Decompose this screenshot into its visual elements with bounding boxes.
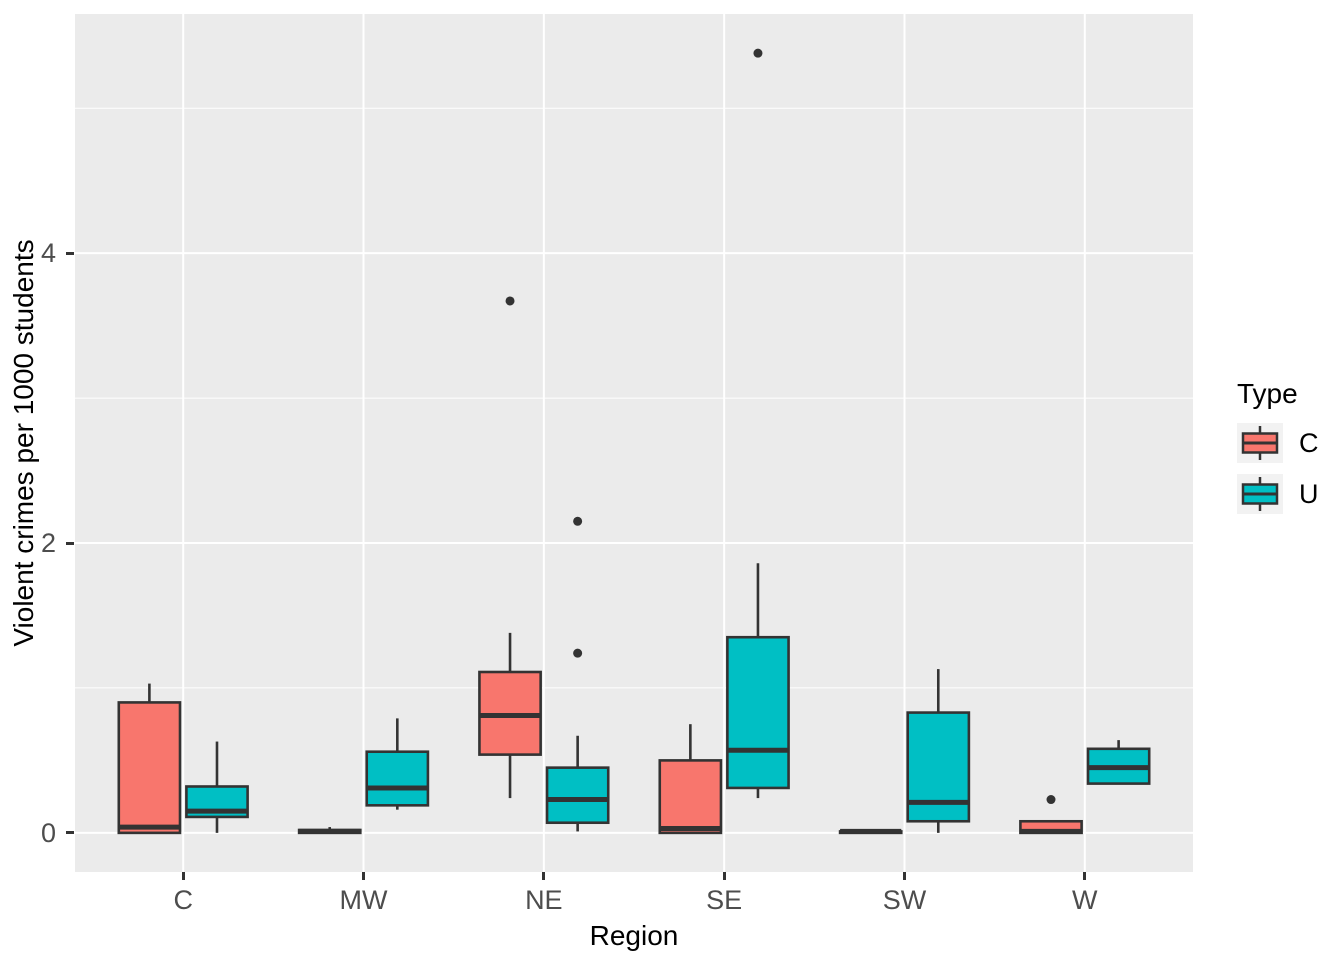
box-U-MW — [365, 750, 430, 807]
box-U-NE — [545, 766, 610, 825]
legend-label-U: U — [1299, 479, 1319, 509]
x-tick-mark — [722, 872, 726, 880]
legend-entry-U: U — [1237, 474, 1319, 514]
legend-entry-C: C — [1237, 423, 1319, 463]
y-axis-title: Violent crimes per 1000 students — [8, 239, 39, 647]
legend-key-boxplot-icon — [1237, 474, 1283, 514]
x-tick-mark — [902, 872, 906, 880]
y-tick-label-0: 0 — [40, 817, 56, 848]
y-tick-label-4: 4 — [40, 238, 56, 269]
y-tick-mark — [66, 251, 74, 255]
x-tick-label-NE: NE — [525, 885, 563, 915]
x-tick-label-C: C — [173, 885, 193, 915]
box-U-SE — [726, 635, 790, 790]
x-tick-mark — [362, 872, 366, 880]
plot-panel — [75, 14, 1193, 872]
x-tick-label-MW: MW — [339, 885, 388, 915]
legend-label-C: C — [1299, 428, 1319, 458]
outlier-point-U-NE — [573, 516, 583, 526]
x-axis-title: Region — [589, 920, 679, 951]
outlier-point-U-SE — [753, 48, 763, 58]
box-C-SE — [658, 759, 723, 835]
outlier-point-C-NE — [505, 296, 515, 306]
legend-key-boxplot-icon — [1237, 423, 1283, 463]
box-U-SW — [906, 711, 971, 823]
x-tick-mark — [1083, 872, 1087, 880]
y-tick-mark — [66, 831, 74, 835]
x-tick-mark — [181, 872, 185, 880]
x-tick-label-W: W — [1072, 885, 1098, 915]
legend-title: Type — [1237, 378, 1298, 409]
x-tick-label-SW: SW — [882, 885, 927, 915]
box-C-C — [117, 701, 182, 835]
outlier-point-U-NE — [573, 648, 583, 658]
y-tick-mark — [66, 541, 74, 545]
y-tick-label-2: 2 — [40, 528, 56, 558]
x-tick-mark — [542, 872, 546, 880]
outlier-point-C-W — [1046, 795, 1056, 805]
x-tick-label-SE: SE — [706, 885, 743, 915]
plot-area-svg — [75, 14, 1193, 872]
